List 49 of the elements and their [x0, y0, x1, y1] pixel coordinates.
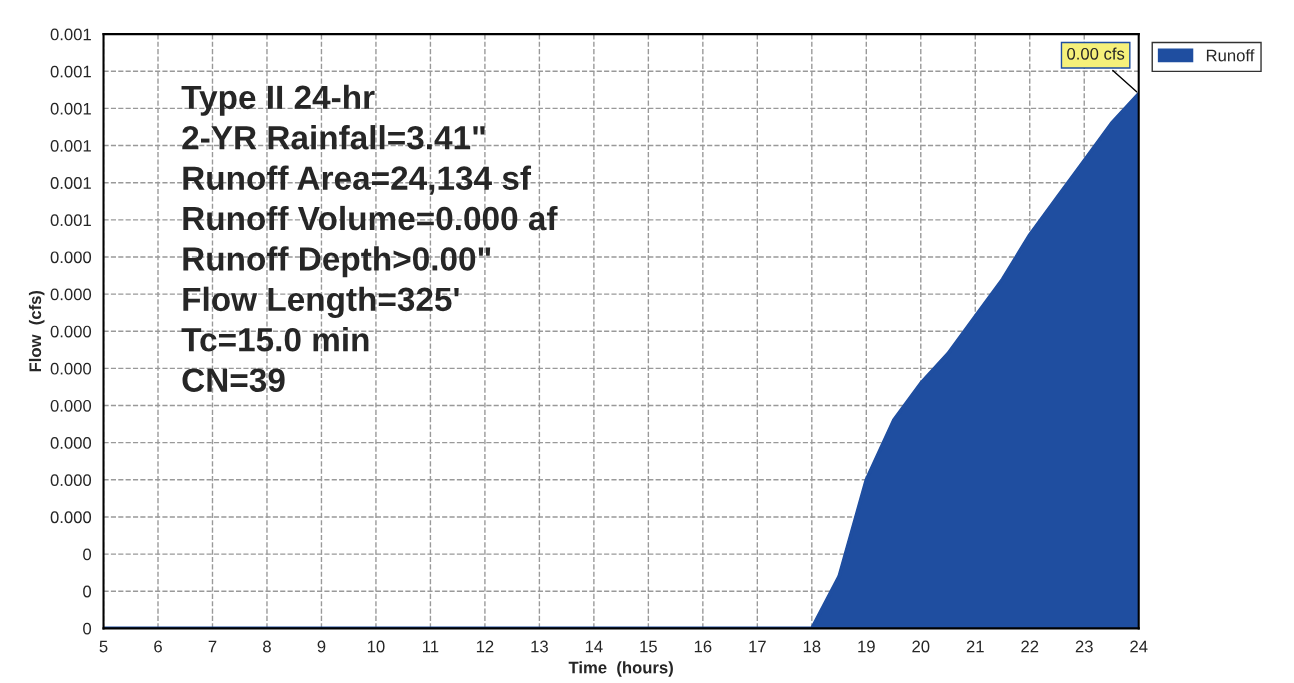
y-tick-label: 0.000 — [50, 474, 92, 487]
x-tick-label: 15 — [640, 640, 657, 653]
x-tick-label: 10 — [367, 640, 385, 653]
x-axis-title: Time (hours) — [568, 661, 673, 677]
y-tick-label: 0 — [83, 622, 92, 635]
x-tick-label: 9 — [317, 640, 326, 653]
y-tick-label: 0.000 — [50, 325, 92, 338]
annotation: Runoff Area=24,134 sf — [183, 165, 532, 195]
y-tick-label: 0.000 — [50, 511, 92, 524]
y-tick-label: 0.000 — [50, 362, 92, 375]
annotation: Type II 24-hr — [181, 84, 375, 116]
y-tick-label: 0.000 — [50, 437, 92, 449]
x-tick-label: 6 — [154, 640, 162, 653]
y-tick-label: 0.001 — [50, 177, 91, 189]
annotation: Runoff Depth>0.00" — [183, 246, 491, 278]
y-tick-label: 0 — [83, 548, 92, 561]
x-tick-label: 16 — [694, 640, 712, 653]
annotation: CN=39 — [182, 368, 285, 393]
y-tick-label: 0.000 — [50, 288, 92, 301]
x-tick-label: 23 — [1075, 640, 1093, 653]
annotation: Runoff Volume=0.000 af — [183, 205, 558, 231]
y-tick-label: 0.000 — [50, 399, 92, 412]
x-tick-label: 11 — [423, 640, 439, 653]
annotation: 0.00 cfs — [1067, 47, 1125, 60]
x-tick-label: 14 — [585, 640, 603, 653]
legend-label: Runoff — [1206, 49, 1255, 62]
x-tick-label: 19 — [858, 640, 875, 653]
x-tick-label: 21 — [966, 640, 984, 653]
x-tick-label: 24 — [1130, 640, 1148, 653]
y-tick-label: 0.001 — [50, 214, 91, 227]
y-tick-label: 0.000 — [50, 251, 92, 264]
y-tick-label: 0.001 — [50, 102, 91, 115]
x-tick-label: 5 — [99, 640, 108, 653]
x-tick-label: 18 — [803, 640, 821, 653]
annotation: Flow Length=325' — [183, 286, 459, 318]
x-tick-label: 20 — [912, 640, 930, 653]
x-tick-label: 22 — [1021, 640, 1039, 653]
annotation: 2-YR Rainfall=3.41" — [182, 125, 485, 150]
x-tick-label: 7 — [208, 640, 217, 653]
y-axis-title: Flow (cfs) — [28, 290, 45, 372]
x-tick-label: 17 — [749, 640, 766, 653]
x-tick-label: 8 — [263, 640, 271, 653]
x-tick-label: 12 — [476, 640, 494, 653]
annotation: Tc=15.0 min — [181, 327, 369, 352]
y-tick-label: 0.001 — [50, 139, 91, 152]
x-tick-label: 13 — [531, 640, 548, 653]
y-tick-label: 0 — [83, 585, 92, 598]
y-tick-label: 0.001 — [50, 65, 91, 78]
y-tick-label: 0.001 — [50, 28, 91, 41]
